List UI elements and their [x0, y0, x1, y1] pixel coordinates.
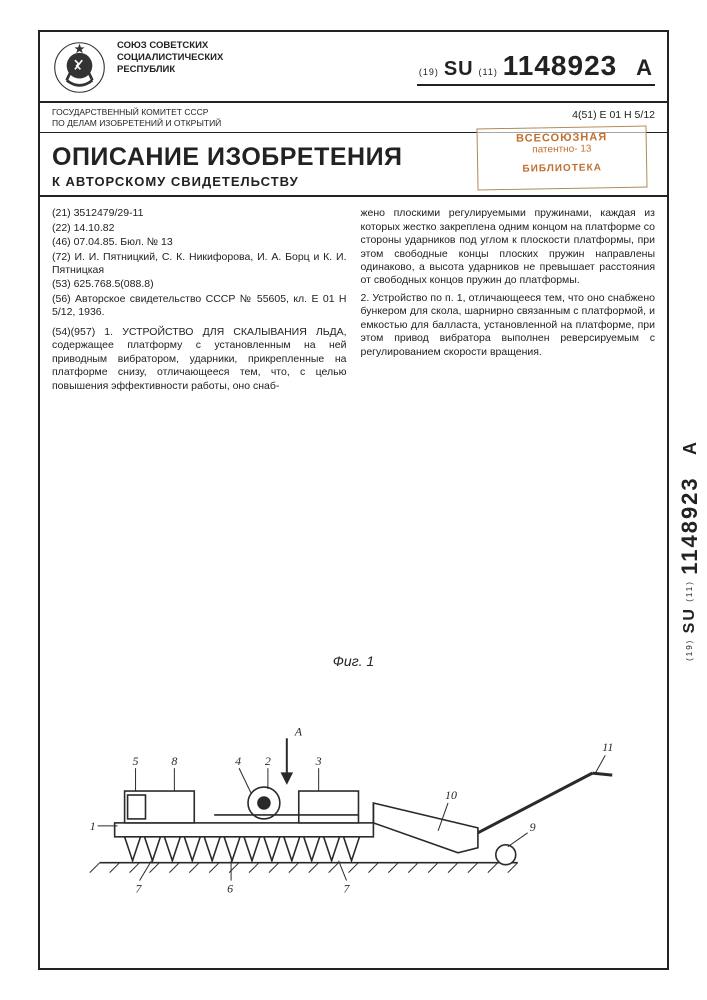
figure-caption: Фиг. 1 [40, 653, 667, 669]
patent-number: 1148923 [503, 50, 617, 81]
biblio-field: (22) 14.10.82 [52, 222, 347, 235]
fig-label-1: 1 [90, 819, 96, 833]
union-line: РЕСПУБЛИК [117, 64, 227, 76]
side-patent-code: (19) SU (11) 1148923 A [677, 440, 703, 661]
biblio-field: (56) Авторское свидетельство СССР № 5560… [52, 293, 347, 320]
fig-label-A: А [294, 724, 303, 738]
stamp-line: БИБЛИОТЕКА [478, 162, 646, 176]
patent-number-block: (19) SU (11) 1148923 A [237, 40, 655, 86]
header: СОЮЗ СОВЕТСКИХ СОЦИАЛИСТИЧЕСКИХ РЕСПУБЛИ… [40, 32, 667, 103]
bibliography: (21) 3512479/29-11 (22) 14.10.82 (46) 07… [52, 207, 347, 320]
side-kind: (11) [685, 580, 694, 602]
code-country: SU [444, 58, 474, 80]
page-frame: СОЮЗ СОВЕТСКИХ СОЦИАЛИСТИЧЕСКИХ РЕСПУБЛИ… [38, 30, 669, 970]
biblio-field: (72) И. И. Пятницкий, С. К. Никифорова, … [52, 251, 347, 278]
fig-label-2: 2 [265, 754, 271, 768]
patent-suffix: A [636, 55, 653, 80]
text-columns: (21) 3512479/29-11 (22) 14.10.82 (46) 07… [40, 197, 667, 393]
committee-name: ГОСУДАРСТВЕННЫЙ КОМИТЕТ СССР ПО ДЕЛАМ ИЗ… [52, 107, 221, 128]
fig-label-9: 9 [530, 820, 536, 834]
side-suffix: A [680, 440, 700, 455]
title-block: ВСЕСОЮЗНАЯ патентно- 13 БИБЛИОТЕКА ОПИСА… [40, 133, 667, 195]
claim-1-cont: жено плоскими регулируемыми пружинами, к… [361, 207, 656, 288]
fig-label-4: 4 [235, 754, 241, 768]
fig-label-7b: 7 [344, 881, 351, 895]
code-kind: (11) [479, 67, 498, 77]
left-column: (21) 3512479/29-11 (22) 14.10.82 (46) 07… [52, 207, 347, 393]
claim-1-start: (54)(957) 1. УСТРОЙСТВО ДЛЯ СКАЛЫВАНИЯ Л… [52, 326, 347, 393]
figure-1: 1 5 8 4 2 3 А 7 6 7 10 9 11 Фиг. 1 [40, 653, 667, 973]
claim-2: 2. Устройство по п. 1, отличающееся тем,… [361, 292, 656, 359]
fig-label-6: 6 [227, 881, 233, 895]
claim-head: (54)(957) 1. УСТРОЙСТВО ДЛЯ СКАЛЫВАНИЯ Л… [52, 326, 347, 338]
biblio-field: (53) 625.768.5(088.8) [52, 278, 347, 291]
library-stamp: ВСЕСОЮЗНАЯ патентно- 13 БИБЛИОТЕКА [476, 126, 647, 191]
biblio-field: (21) 3512479/29-11 [52, 207, 347, 220]
union-name: СОЮЗ СОВЕТСКИХ СОЦИАЛИСТИЧЕСКИХ РЕСПУБЛИ… [117, 40, 227, 76]
stamp-line: патентно- 13 [478, 143, 646, 157]
fig-label-5: 5 [133, 754, 139, 768]
code-kind: (19) [419, 67, 439, 77]
fig-label-3: 3 [315, 754, 322, 768]
biblio-field: (46) 07.04.85. Бюл. № 13 [52, 236, 347, 249]
side-number: 1148923 [677, 476, 702, 574]
fig-label-8: 8 [171, 754, 177, 768]
gos-line: ПО ДЕЛАМ ИЗОБРЕТЕНИЙ И ОТКРЫТИЙ [52, 118, 221, 129]
right-column: жено плоскими регулируемыми пружинами, к… [361, 207, 656, 393]
claim-body: содержащее платформу с установленным на … [52, 339, 347, 391]
fig-label-11: 11 [602, 740, 613, 754]
gos-line: ГОСУДАРСТВЕННЫЙ КОМИТЕТ СССР [52, 107, 221, 118]
side-country: SU [681, 607, 698, 633]
fig-label-7a: 7 [136, 881, 143, 895]
union-line: СОЦИАЛИСТИЧЕСКИХ [117, 52, 227, 64]
ussr-emblem-icon [52, 40, 107, 95]
fig-label-10: 10 [445, 788, 457, 802]
union-line: СОЮЗ СОВЕТСКИХ [117, 40, 227, 52]
side-kind: (19) [685, 639, 694, 661]
figure-svg: 1 5 8 4 2 3 А 7 6 7 10 9 11 [40, 683, 667, 913]
